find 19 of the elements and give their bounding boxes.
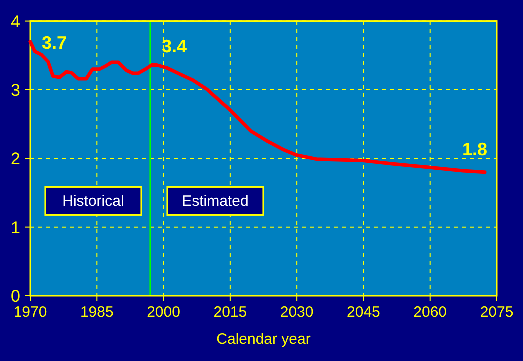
x-tick-label: 2015 bbox=[214, 304, 248, 321]
annotation: Estimated bbox=[182, 193, 249, 210]
x-tick-label: 2075 bbox=[480, 304, 514, 321]
y-tick-label: 3 bbox=[11, 80, 20, 100]
y-tick-label: 0 bbox=[11, 287, 20, 306]
y-tick-label: 4 bbox=[11, 12, 20, 32]
x-tick-label: 2060 bbox=[414, 304, 448, 321]
annotation: 3.7 bbox=[42, 32, 68, 53]
x-tick-label: 2000 bbox=[147, 304, 180, 321]
x-tick-label: 2030 bbox=[280, 304, 314, 321]
annotation: Historical bbox=[62, 193, 124, 210]
x-tick-label: 1970 bbox=[14, 304, 48, 321]
annotation: 3.4 bbox=[162, 36, 187, 57]
x-tick-label: 1985 bbox=[80, 304, 114, 321]
y-tick-label: 1 bbox=[11, 218, 20, 238]
annotation: 1.8 bbox=[462, 139, 488, 160]
y-tick-label: 2 bbox=[11, 150, 20, 169]
x-tick-label: 2045 bbox=[347, 304, 380, 321]
x-axis-title: Calendar year bbox=[216, 331, 311, 348]
